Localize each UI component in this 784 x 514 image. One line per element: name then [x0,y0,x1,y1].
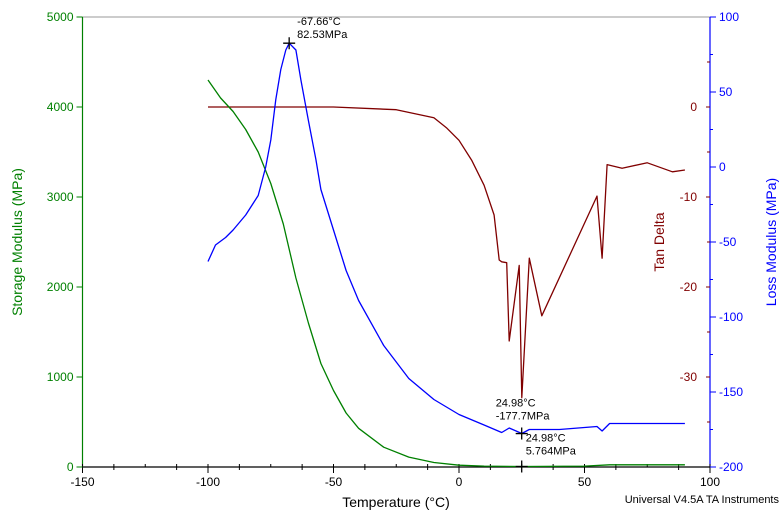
crosshair-marker [515,427,528,440]
loss-tick-label: -100 [719,310,743,324]
crosshair-marker [283,37,296,50]
annotation-label: 82.53MPa [297,29,348,41]
loss-tick-label: -50 [719,235,737,249]
series-loss-modulus [207,42,685,435]
left-tick-label: 4000 [47,100,74,114]
annotation-label: 24.98°C [496,398,536,410]
annotation-label: -177.7MPa [496,411,551,423]
tan-tick-label: -10 [680,190,698,204]
x-tick-label: -100 [196,475,220,489]
annotation-label: 5.764MPa [526,445,577,457]
x-tick-label: -150 [70,475,94,489]
footer-text: Universal V4.5A TA Instruments [625,494,780,506]
loss-tick-label: 0 [719,160,726,174]
left-tick-label: 5000 [47,10,74,24]
x-tick-label: 50 [578,475,592,489]
loss-axis-label: Loss Modulus (MPa) [763,178,779,306]
annotation-label: -67.66°C [297,16,341,28]
x-axis-label: Temperature (°C) [342,494,450,510]
tan-axis-label: Tan Delta [651,212,667,271]
left-tick-label: 3000 [47,190,74,204]
x-tick-label: -50 [325,475,343,489]
loss-tick-label: 100 [719,10,739,24]
left-axis-label: Storage Modulus (MPa) [9,168,25,316]
x-tick-label: 0 [456,475,463,489]
tan-tick-label: -20 [680,280,698,294]
left-tick-label: 1000 [47,370,74,384]
series-storage-modulus [207,79,685,468]
series-tan-delta [208,106,685,399]
tan-tick-label: 0 [690,100,697,114]
loss-tick-label: -200 [719,460,743,474]
left-tick-label: 2000 [47,280,74,294]
loss-tick-label: 50 [719,85,733,99]
tan-tick-label: -30 [680,370,698,384]
crosshair-marker [515,460,528,473]
left-tick-label: 0 [67,460,74,474]
loss-tick-label: -150 [719,385,743,399]
x-tick-label: 100 [700,475,720,489]
annotation-label: 24.98°C [526,432,566,444]
